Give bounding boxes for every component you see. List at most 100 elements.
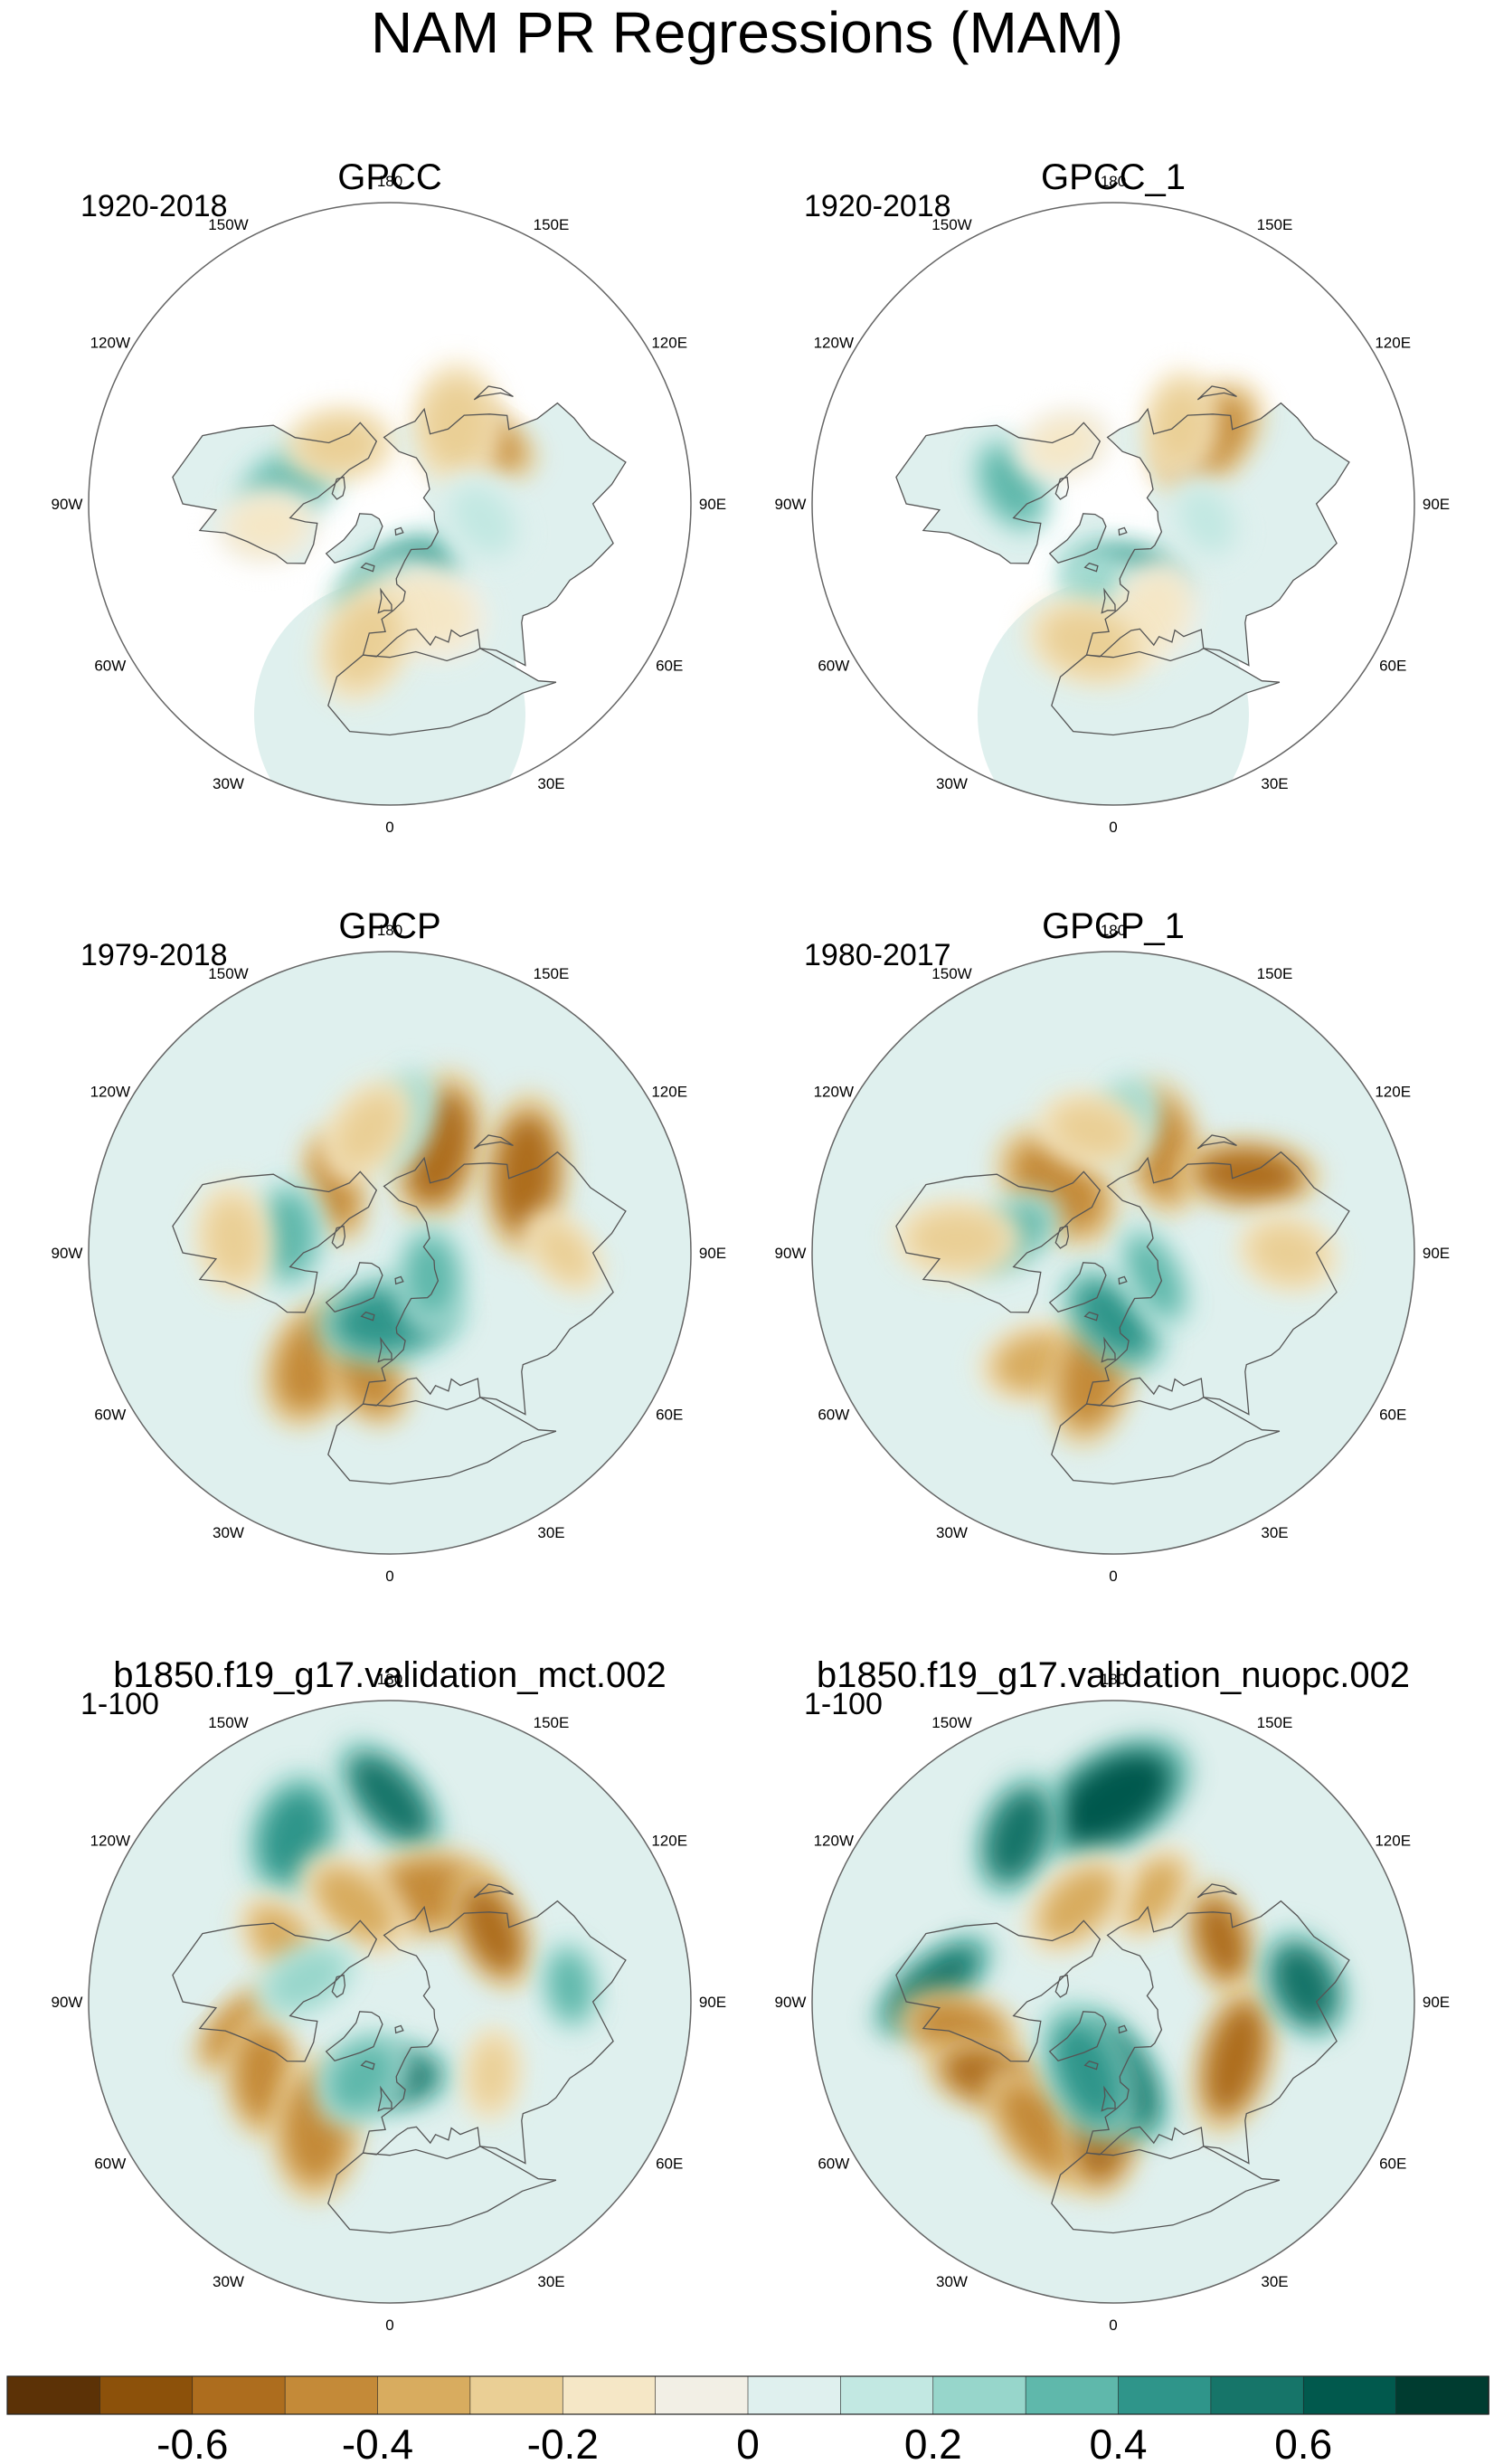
map-5-lon-label-180: 180	[377, 1671, 402, 1688]
map-2-coastline-3	[1085, 402, 1350, 667]
map-3-feature-11	[194, 1180, 273, 1297]
map-1-title: GPCC	[337, 157, 442, 197]
map-5-lon-label-150e: 150E	[534, 1714, 570, 1731]
map-5-coastline-9	[331, 1974, 346, 1998]
map-5-lon-label-150w: 150W	[208, 1714, 248, 1731]
map-6-lon-label-0: 0	[1109, 2317, 1117, 2334]
map-1-feature-2	[411, 360, 502, 488]
map-4-feature-11	[890, 1199, 1024, 1280]
colorbar-swatch-1	[6, 2375, 101, 2415]
map-3-lon-label-180: 180	[377, 922, 402, 939]
map-3-coastlines	[172, 1134, 627, 1485]
map-2-lon-label-90w: 90W	[775, 496, 807, 513]
map-4-coastline-6	[1083, 1311, 1099, 1322]
figure-title: NAM PR Regressions (MAM)	[370, 0, 1124, 65]
colorbar-swatch-11	[932, 2375, 1026, 2415]
map-4-background	[812, 952, 1414, 1554]
map-3-coastline-9	[331, 1225, 346, 1249]
map-4-lon-label-60e: 60E	[1379, 1407, 1406, 1424]
map-5-lon-label-120w: 120W	[90, 1833, 130, 1850]
map-5-coastline-8	[473, 1883, 514, 1899]
map-2-lon-label-60e: 60E	[1379, 658, 1406, 675]
map-3-lon-label-90e: 90E	[699, 1245, 726, 1262]
map-2-title: GPCC_1	[1041, 157, 1186, 197]
map-5-coastline-4	[327, 2146, 557, 2234]
map-2-lon-label-120w: 120W	[814, 335, 854, 352]
map-4-lon-label-30w: 30W	[936, 1524, 968, 1541]
map-1: 180 150E 120E 90E 60E 30E 0 30W 60W 90W 120W 150W GP…	[52, 157, 727, 836]
map-1-feature-8	[282, 406, 397, 482]
map-5-coastline-1	[172, 1919, 378, 2062]
map-2-coastline-7	[1118, 526, 1128, 536]
colorbar-tick-label-4: 0	[736, 2421, 760, 2464]
map-6-feature-14	[1260, 1929, 1349, 2042]
map-1-lon-label-90e: 90E	[699, 496, 726, 513]
map-3-lon-label-150e: 150E	[534, 965, 570, 982]
map-3-coastline-7	[394, 1275, 404, 1285]
colorbar-swatch-3	[192, 2375, 286, 2415]
colorbar-frame	[6, 2375, 1489, 2415]
map-6-title: b1850.f19_g17.validation_nuopc.002	[817, 1655, 1410, 1695]
map-6-lon-label-120w: 120W	[814, 1833, 854, 1850]
map-5-lon-label-60w: 60W	[94, 2156, 126, 2173]
map-3-lon-label-90w: 90W	[52, 1245, 83, 1262]
map-4-coastline-9	[1054, 1225, 1070, 1249]
colorbar-swatch-16	[1395, 2375, 1489, 2415]
map-2-lon-label-120e: 120E	[1375, 335, 1411, 352]
map-2-lon-label-30w: 30W	[936, 775, 968, 792]
map-6-coastline-3	[1085, 1900, 1350, 2165]
colorbar-tick-label-1: -0.6	[156, 2421, 228, 2464]
map-2: 180 150E 120E 90E 60E 30E 0 30W 60W 90W 120W 150W GP…	[775, 157, 1451, 836]
colorbar-tick-label-5: 0.2	[904, 2421, 962, 2464]
map-2-border	[811, 202, 1415, 806]
map-1-lon-label-150w: 150W	[208, 216, 248, 233]
map-5-field	[193, 1739, 600, 2203]
map-3-coastline-4	[327, 1397, 557, 1485]
map-6-feature-3	[1110, 1845, 1196, 1941]
map-6-coastline-7	[1118, 2024, 1128, 2034]
colorbar-swatch-14	[1210, 2375, 1305, 2415]
map-4-lon-label-150e: 150E	[1257, 965, 1293, 982]
map-1-border	[88, 202, 692, 806]
map-5-feature-11	[315, 2028, 410, 2127]
map-3-lon-label-60e: 60E	[656, 1407, 683, 1424]
map-4-coastline-4	[1051, 1397, 1281, 1485]
map-2-coastline-2	[1048, 513, 1107, 564]
map-4-coastline-8	[1196, 1134, 1237, 1150]
map-6-lon-label-90w: 90W	[775, 1994, 807, 2011]
map-2-lon-label-150w: 150W	[931, 216, 971, 233]
map-4-coastline-1	[895, 1170, 1102, 1313]
map-5-coastline-6	[360, 2060, 375, 2071]
map-2-period: 1920-2018	[804, 189, 951, 223]
map-4-coastline-3	[1085, 1151, 1350, 1416]
map-4-lon-label-120w: 120W	[814, 1084, 854, 1101]
map-4-border	[811, 951, 1415, 1555]
map-3: 180 150E 120E 90E 60E 30E 0 30W 60W 90W 120W 150W GP…	[52, 906, 727, 1585]
colorbar-swatch-15	[1302, 2375, 1397, 2415]
map-1-coastline-5	[377, 587, 392, 614]
map-3-lon-label-120w: 120W	[90, 1084, 130, 1101]
map-6-background	[812, 1701, 1414, 2303]
map-6-feature-13	[1193, 1980, 1277, 2137]
map-5-coastline-5	[377, 2085, 392, 2112]
map-4-coastline-5	[1101, 1336, 1116, 1363]
map-5: 180 150E 120E 90E 60E 30E 0 30W 60W 90W 120W 150W b1…	[52, 1655, 727, 2334]
map-3-coastline-2	[325, 1262, 383, 1313]
map-4-lon-label-0: 0	[1109, 1568, 1117, 1585]
map-5-coastline-3	[362, 1900, 627, 2165]
map-1-lon-label-120e: 120E	[651, 335, 687, 352]
map-1-lon-label-150e: 150E	[534, 216, 570, 233]
map-2-lon-label-180: 180	[1101, 173, 1126, 190]
map-3-coastline-5	[377, 1336, 392, 1363]
map-5-lon-label-30e: 30E	[537, 2273, 564, 2290]
map-1-lon-label-0: 0	[385, 819, 393, 836]
map-6: 180 150E 120E 90E 60E 30E 0 30W 60W 90W 120W 150W b1…	[775, 1655, 1451, 2334]
map-2-coastline-4	[1051, 648, 1281, 736]
map-5-period: 1-100	[80, 1687, 159, 1721]
map-1-feature-7	[316, 581, 415, 704]
map-5-title: b1850.f19_g17.validation_mct.002	[113, 1655, 667, 1695]
map-5-feature-1	[335, 1739, 445, 1859]
map-2-lon-label-150e: 150E	[1257, 216, 1293, 233]
map-2-lon-label-60w: 60W	[818, 658, 849, 675]
